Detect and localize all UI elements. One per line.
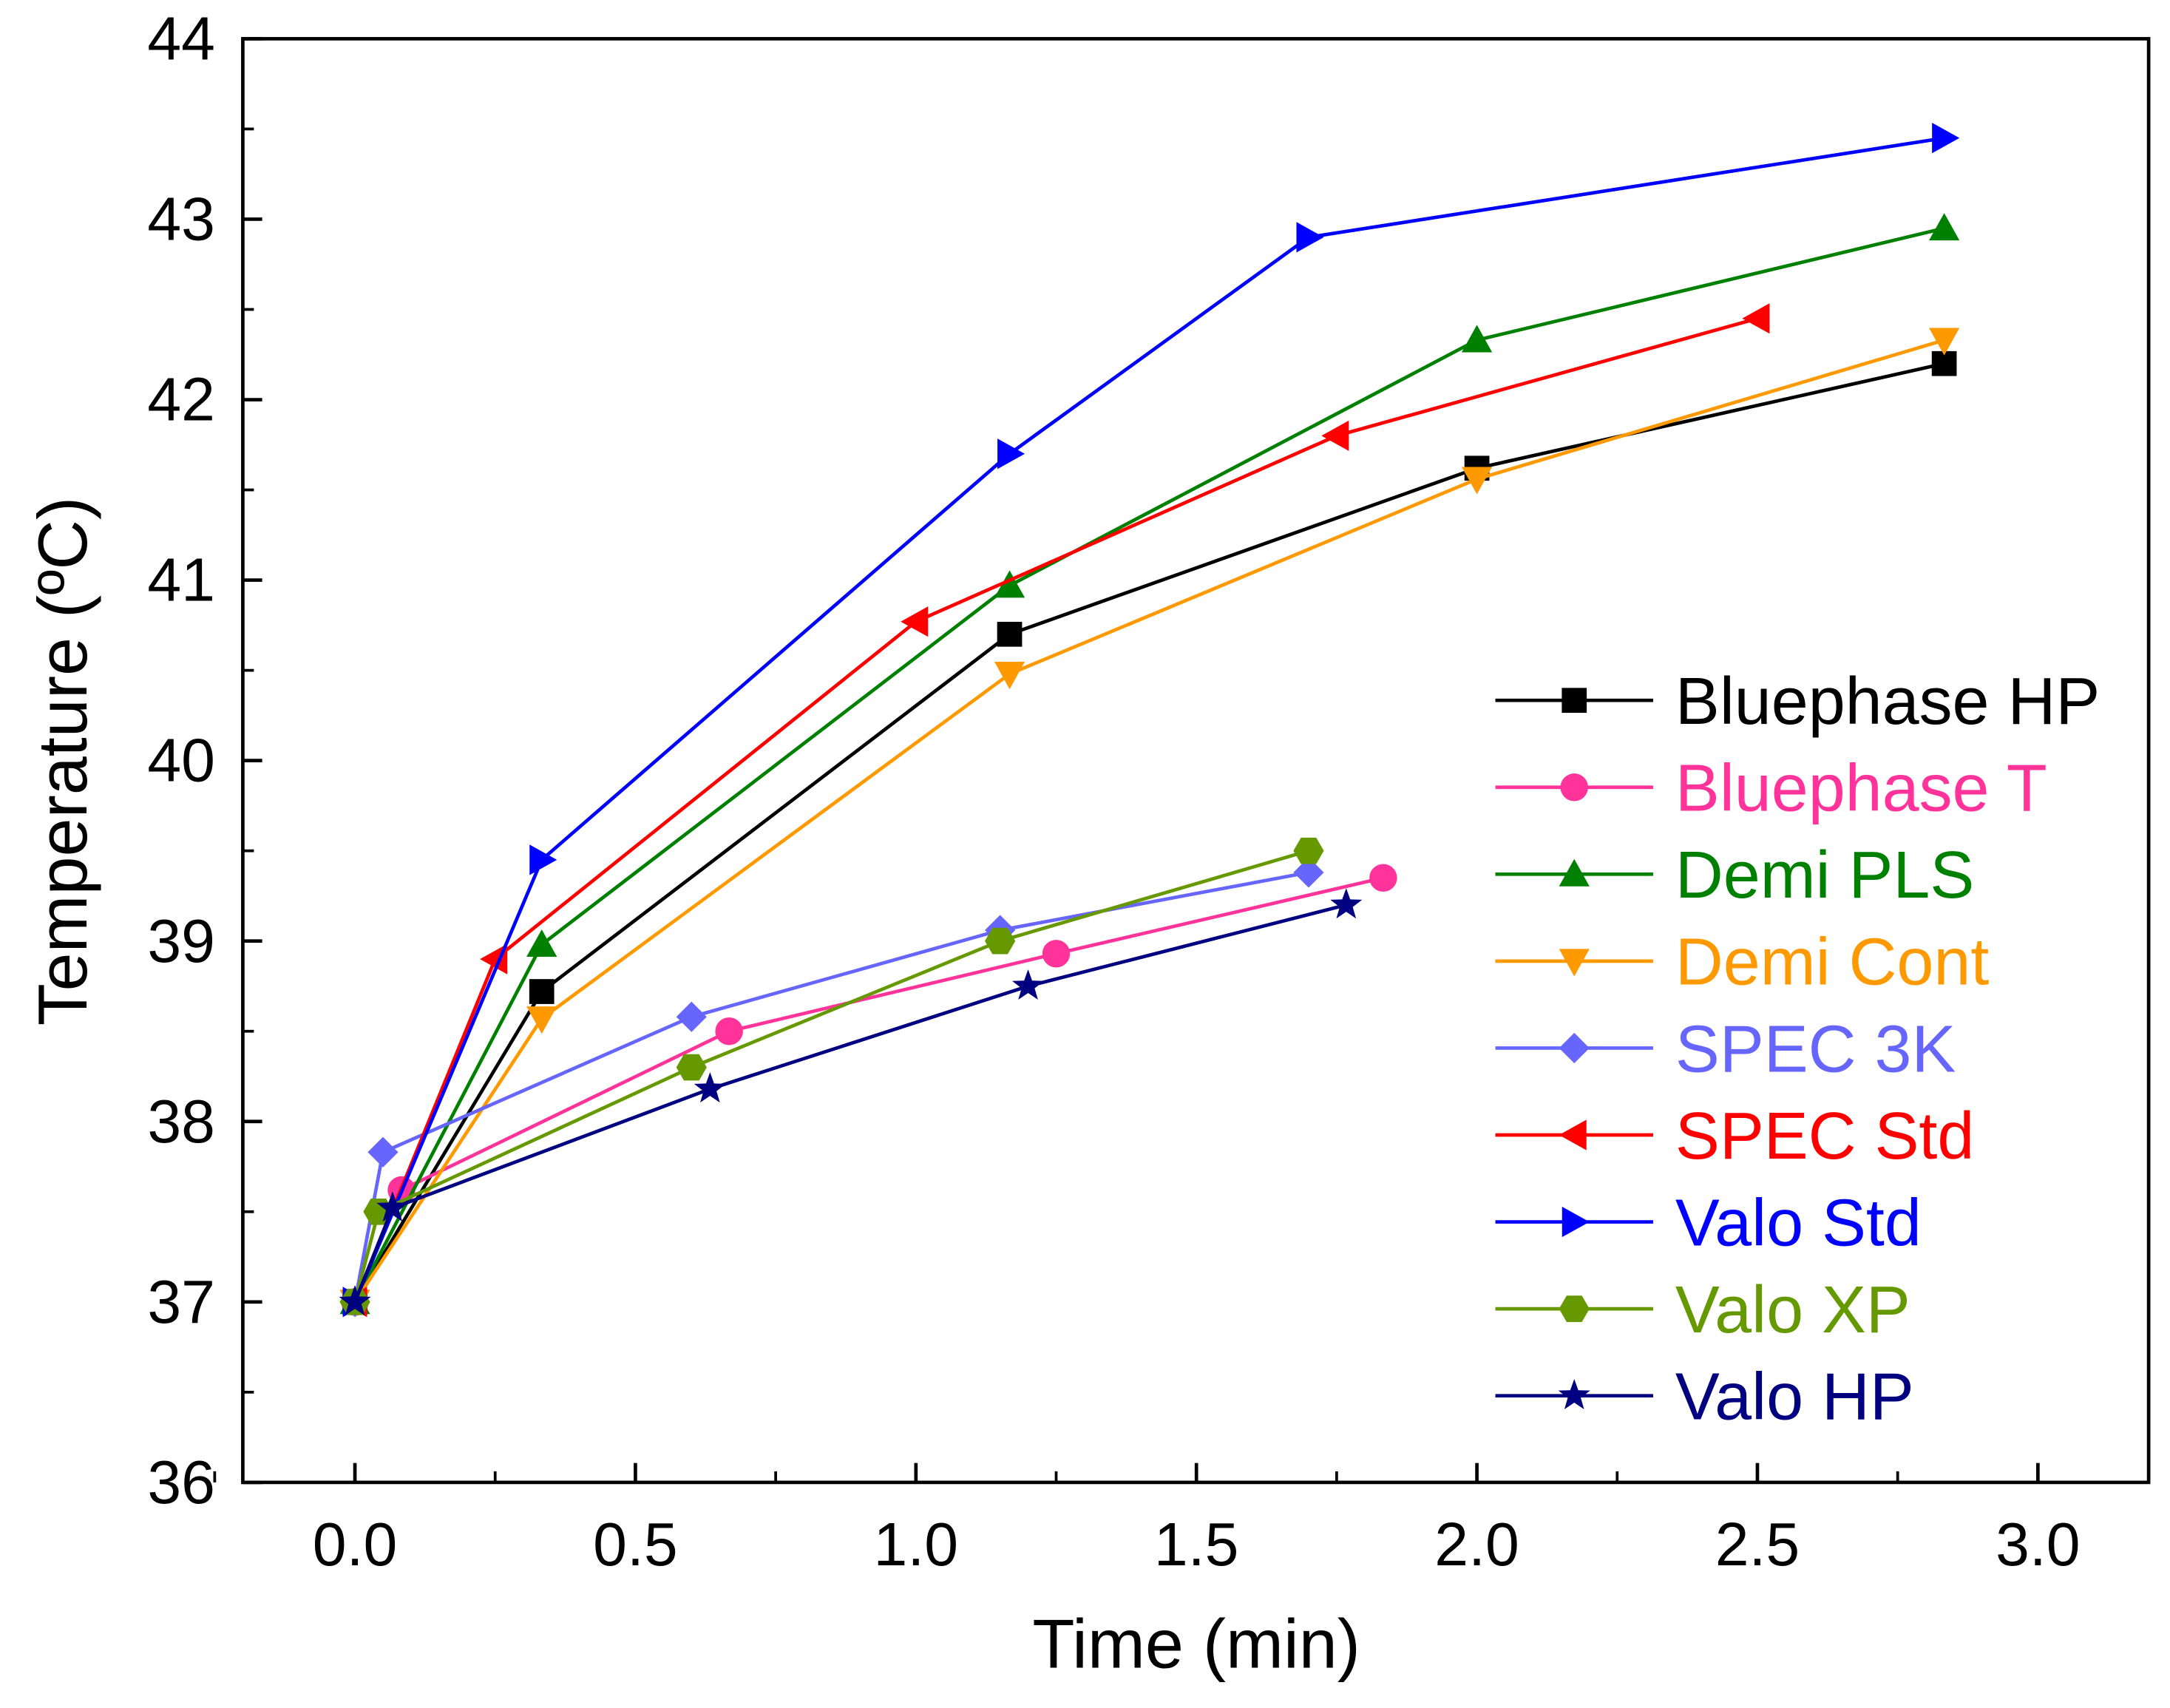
data-point xyxy=(1742,303,1770,334)
data-point xyxy=(376,1191,409,1222)
data-point xyxy=(901,606,929,637)
y-tick-label: 39 xyxy=(147,907,215,975)
data-point xyxy=(1042,940,1071,968)
data-point xyxy=(694,1072,726,1103)
legend-item: Valo Std xyxy=(1495,1186,1922,1260)
data-point xyxy=(529,844,557,875)
data-point xyxy=(529,979,555,1004)
data-point xyxy=(676,1054,707,1081)
legend-marker xyxy=(1558,1379,1590,1410)
data-point xyxy=(1012,969,1045,1000)
x-tick-label: 1.5 xyxy=(1154,1511,1239,1579)
data-point xyxy=(526,929,557,958)
y-tick-label: 37 xyxy=(147,1268,215,1336)
legend-item: Demi PLS xyxy=(1495,838,1974,912)
legend-item: Valo HP xyxy=(1495,1360,1914,1434)
x-tick-label: 0.5 xyxy=(593,1511,678,1579)
legend-marker xyxy=(1559,949,1590,977)
data-point xyxy=(339,1285,371,1316)
legend-marker xyxy=(1559,1119,1587,1150)
legend-marker xyxy=(1559,858,1590,887)
y-tick-label: 40 xyxy=(147,727,215,795)
legend-marker xyxy=(1559,1295,1590,1322)
legend-marker xyxy=(1562,688,1587,714)
legend-marker xyxy=(1559,1032,1590,1064)
legend-marker xyxy=(1560,773,1588,802)
data-point xyxy=(1296,222,1324,253)
legend-item: Valo XP xyxy=(1495,1273,1910,1347)
x-tick-label: 0.0 xyxy=(313,1511,397,1579)
legend-label: Valo XP xyxy=(1675,1273,1910,1347)
series-spec-std xyxy=(339,303,1770,1318)
y-tick-label: 42 xyxy=(147,366,215,434)
data-point xyxy=(480,943,508,975)
data-point xyxy=(1321,420,1349,451)
x-tick-label: 3.0 xyxy=(1996,1511,2081,1579)
data-point xyxy=(1929,328,1960,356)
legend-label: Bluephase T xyxy=(1675,752,2047,826)
legend-marker xyxy=(1562,1206,1590,1238)
series-line xyxy=(353,876,1384,1303)
data-point xyxy=(715,1017,743,1046)
legend-label: Demi PLS xyxy=(1675,838,1974,912)
y-tick-label: 43 xyxy=(147,186,215,254)
series-line xyxy=(353,849,1309,1303)
data-point xyxy=(367,1136,399,1168)
x-tick-label: 2.0 xyxy=(1434,1511,1519,1579)
legend-label: Valo HP xyxy=(1675,1360,1914,1434)
data-point xyxy=(997,438,1025,470)
x-tick-label: 2.5 xyxy=(1715,1511,1800,1579)
data-point xyxy=(1932,123,1960,154)
legend-item: Demi Cont xyxy=(1495,926,1989,1000)
legend-label: Valo Std xyxy=(1675,1186,1922,1260)
data-point xyxy=(1293,837,1324,864)
data-point xyxy=(994,570,1025,598)
x-tick-label: 1.0 xyxy=(874,1511,959,1579)
data-point xyxy=(994,662,1025,690)
legend-label: Bluephase HP xyxy=(1675,665,2100,739)
data-point xyxy=(1461,467,1493,495)
y-tick-label: 44 xyxy=(147,4,215,72)
data-point xyxy=(526,1006,557,1034)
series-valo-xp xyxy=(339,837,1324,1315)
y-axis-label: Temperature (ºC) xyxy=(24,497,101,1026)
y-tick-label: 36 xyxy=(147,1448,215,1516)
data-point xyxy=(1461,325,1493,353)
x-axis-label: Time (min) xyxy=(1032,1605,1360,1683)
series-valo-std xyxy=(342,123,1960,1318)
y-tick-label: 41 xyxy=(147,546,215,614)
data-point xyxy=(985,927,1016,955)
y-tick-label: 38 xyxy=(147,1088,215,1156)
data-point xyxy=(997,621,1023,647)
legend-label: Demi Cont xyxy=(1675,926,1989,1000)
legend-label: SPEC Std xyxy=(1675,1099,1974,1173)
legend-item: SPEC 3K xyxy=(1495,1012,1956,1086)
data-point xyxy=(1929,213,1960,241)
series-line xyxy=(353,316,1758,1303)
data-point xyxy=(1330,888,1363,919)
series-valo-hp xyxy=(339,888,1363,1316)
legend-item: Bluephase HP xyxy=(1495,665,2100,739)
legend-item: SPEC Std xyxy=(1495,1099,1974,1173)
legend-label: SPEC 3K xyxy=(1675,1012,1956,1086)
data-point xyxy=(676,1001,707,1032)
legend-item: Bluephase T xyxy=(1495,752,2047,826)
data-point xyxy=(1369,864,1397,892)
